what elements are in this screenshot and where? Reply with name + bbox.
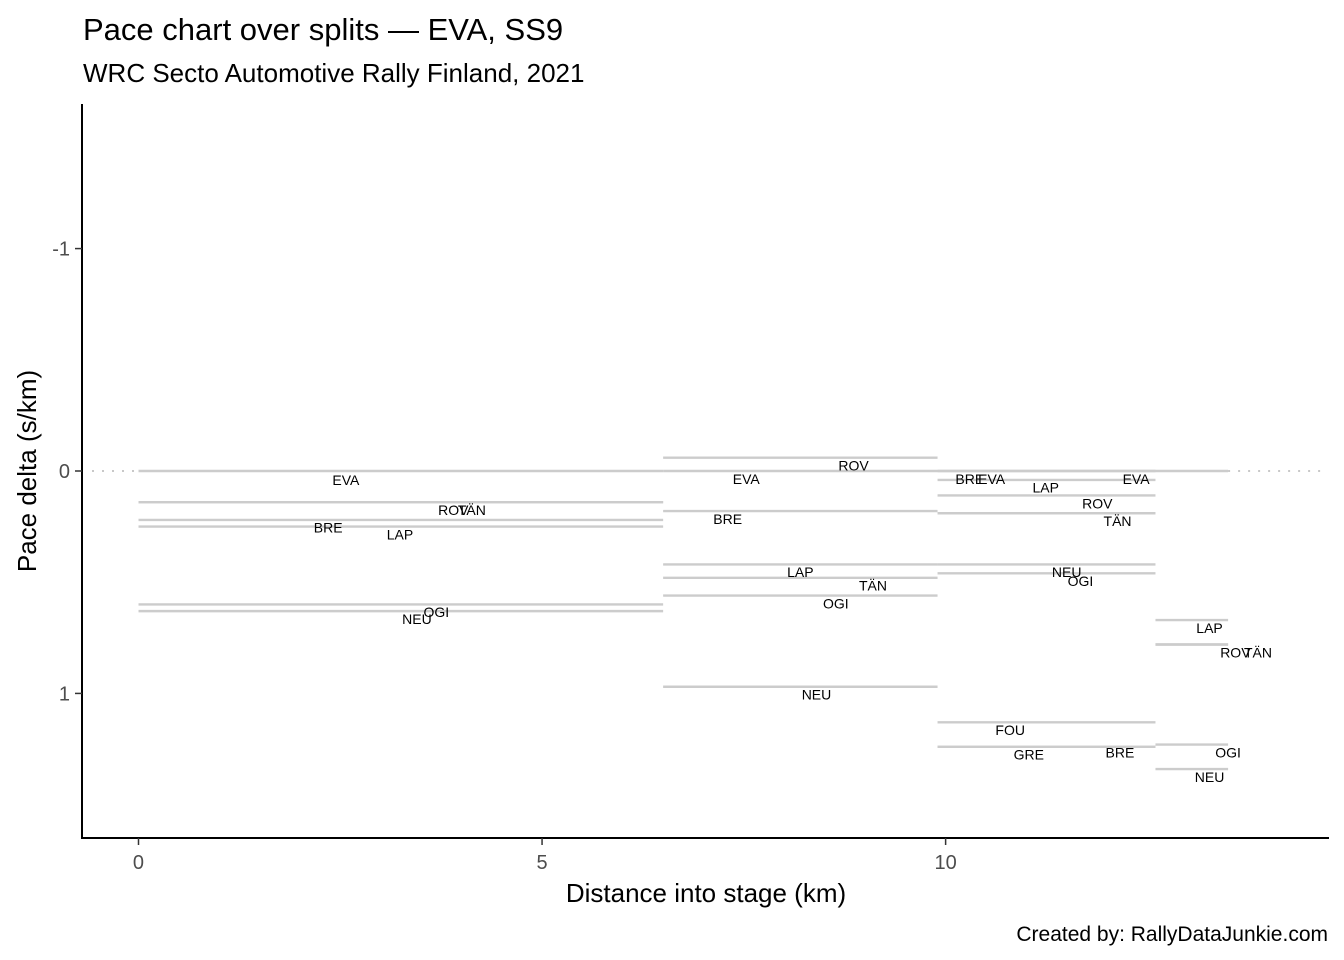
segment-label-rov: ROV [1082, 495, 1113, 511]
segment-label-ogi: OGI [823, 595, 849, 611]
segment-label-neu: NEU [1052, 564, 1082, 580]
segment-label-gre: GRE [1014, 747, 1044, 763]
y-axis-title: Pace delta (s/km) [12, 370, 42, 572]
segment-label-neu: NEU [1195, 769, 1225, 785]
y-axis-ticks: -1 0 1 [52, 239, 82, 705]
segment-label-bre: BRE [713, 511, 742, 527]
x-axis-ticks: 0 5 10 [133, 838, 957, 874]
segment-label-tän: TÄN [1104, 513, 1132, 529]
segment-label-tän: TÄN [1244, 644, 1272, 660]
x-tick-label: 10 [934, 852, 956, 874]
segment-label-lap: LAP [787, 564, 813, 580]
segment-label-ogi: OGI [1215, 744, 1241, 760]
segment-label-tän: TÄN [859, 578, 887, 594]
y-tick-label: -1 [52, 239, 70, 261]
chart-caption: Created by: RallyDataJunkie.com [1016, 923, 1328, 946]
segment-label-fou: FOU [995, 722, 1025, 738]
chart-subtitle: WRC Secto Automotive Rally Finland, 2021 [83, 58, 584, 88]
segment-label-eva: EVA [1123, 471, 1151, 487]
segment-label-tän: TÄN [458, 502, 486, 518]
x-tick-label: 5 [536, 852, 547, 874]
x-tick-label: 0 [133, 852, 144, 874]
segment-label-rov: ROV [1220, 644, 1251, 660]
segment-label-neu: NEU [802, 687, 832, 703]
segment-label-neu: NEU [402, 611, 432, 627]
segment-label-ogi: OGI [1068, 573, 1094, 589]
segment-label-bre: BRE [314, 520, 343, 536]
segment-label-lap: LAP [1196, 620, 1222, 636]
segment-label-bre: BRE [1106, 744, 1135, 760]
pace-segments [138, 456, 1229, 771]
y-tick-label: 1 [59, 683, 70, 705]
segment-label-eva: EVA [978, 471, 1006, 487]
x-axis-title: Distance into stage (km) [566, 878, 846, 908]
segment-label-eva: EVA [733, 471, 761, 487]
segment-label-bre: BRE [955, 471, 984, 487]
segment-label-rov: ROV [438, 502, 469, 518]
segment-label-eva: EVA [332, 472, 360, 488]
segment-label-ogi: OGI [423, 604, 449, 620]
segment-label-rov: ROV [838, 457, 869, 473]
chart-title: Pace chart over splits — EVA, SS9 [83, 12, 563, 47]
y-tick-label: 0 [59, 461, 70, 483]
segment-label-lap: LAP [387, 526, 413, 542]
segment-label-lap: LAP [1032, 480, 1058, 496]
